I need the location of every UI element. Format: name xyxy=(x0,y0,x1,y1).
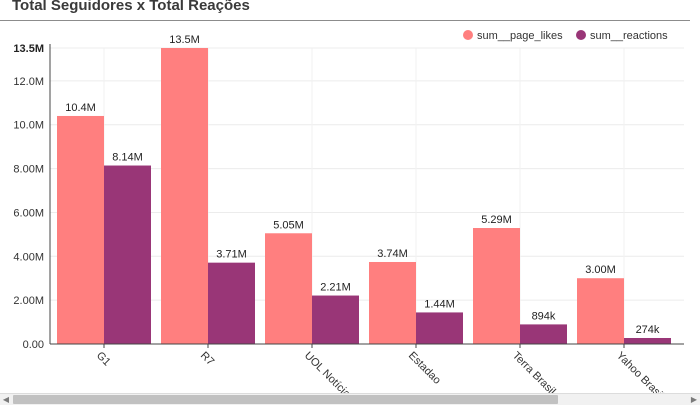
y-tick-label: 8.00M xyxy=(13,164,44,176)
x-tick-label: G1 xyxy=(94,350,113,369)
scroll-left-arrow-icon[interactable]: ◀ xyxy=(2,395,10,404)
bars xyxy=(57,48,671,344)
bar-value-label: 274k xyxy=(636,324,660,336)
bar-sum__reactions-5[interactable] xyxy=(624,337,671,344)
bar-value-label: 3.00M xyxy=(585,264,616,276)
bar-value-label: 8.14M xyxy=(112,152,143,164)
x-tick-label: UOL Notícias xyxy=(302,350,357,393)
bar-sum__page_likes-2[interactable] xyxy=(265,233,312,344)
panel-title: Total Seguidores x Total Reações xyxy=(12,0,250,14)
bar-sum__page_likes-0[interactable] xyxy=(57,115,104,344)
data-labels: 10.4M 13.5M 5.05M 3.74M 5.29M 3.00M 8.14M 3.71M… xyxy=(65,34,660,336)
x-tick-label: Terra Brasil xyxy=(510,350,558,393)
y-tick-label: 10.0M xyxy=(13,120,44,132)
bar-sum__page_likes-5[interactable] xyxy=(577,278,624,344)
scroll-right-arrow-icon[interactable]: ▶ xyxy=(690,395,698,404)
y-tick-label: 0.00 xyxy=(23,339,44,351)
y-tick-label: 6.00M xyxy=(13,207,44,219)
bar-sum__page_likes-1[interactable] xyxy=(161,48,208,344)
y-tick-label: 4.00M xyxy=(13,251,44,263)
bar-value-label: 13.5M xyxy=(169,34,200,46)
bar-value-label: 5.05M xyxy=(273,219,304,231)
bar-sum__page_likes-4[interactable] xyxy=(473,228,520,344)
legend[interactable]: sum__page_likes sum__reactions xyxy=(463,30,668,42)
bar-sum__page_likes-3[interactable] xyxy=(369,261,416,344)
bar-value-label: 3.71M xyxy=(216,249,247,261)
x-tick-label: Yahoo Brasil xyxy=(614,350,666,393)
bar-value-label: 1.44M xyxy=(424,298,455,310)
legend-swatch xyxy=(576,30,586,40)
horizontal-scrollbar[interactable]: ◀ ▶ xyxy=(0,393,700,405)
bar-value-label: 5.29M xyxy=(481,214,512,226)
bar-chart: 0.00 2.00M 4.00M 6.00M 8.00M 10.0M 12.0M 13.5M G… xyxy=(13,30,684,393)
legend-item-sum__page_likes[interactable]: sum__page_likes xyxy=(463,30,563,42)
x-tick-label: Estadao xyxy=(406,350,443,387)
bar-sum__reactions-2[interactable] xyxy=(312,295,359,344)
legend-label: sum__page_likes xyxy=(477,30,563,42)
legend-swatch xyxy=(463,30,473,40)
bar-value-label: 2.21M xyxy=(320,282,351,294)
y-tick-label: 12.0M xyxy=(13,76,44,88)
bar-value-label: 894k xyxy=(532,310,556,322)
bar-sum__reactions-0[interactable] xyxy=(104,165,151,344)
scrollbar-thumb[interactable] xyxy=(13,395,558,404)
bar-sum__reactions-1[interactable] xyxy=(208,262,255,344)
bar-sum__reactions-4[interactable] xyxy=(520,324,567,344)
title-divider xyxy=(0,20,690,21)
y-tick-label: 13.5M xyxy=(13,43,44,55)
x-tick-label: R7 xyxy=(198,350,216,368)
bar-value-label: 10.4M xyxy=(65,102,96,114)
legend-label: sum__reactions xyxy=(590,30,668,42)
bar-value-label: 3.74M xyxy=(377,248,408,260)
legend-item-sum__reactions[interactable]: sum__reactions xyxy=(576,30,668,42)
y-tick-label: 2.00M xyxy=(13,295,44,307)
bar-sum__reactions-3[interactable] xyxy=(416,312,463,344)
